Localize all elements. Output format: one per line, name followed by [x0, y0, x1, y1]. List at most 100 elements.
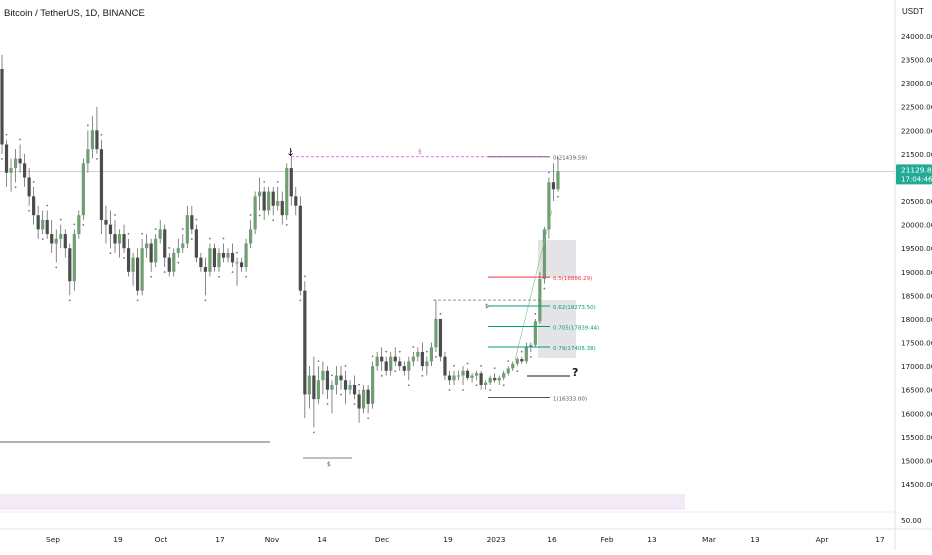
- candle-body: [145, 243, 149, 249]
- candle: [23, 153, 27, 187]
- candle: [230, 243, 235, 273]
- candle-body: [90, 130, 94, 150]
- candle-body: [13, 158, 18, 169]
- candle: [18, 138, 22, 173]
- fractal-dot: [557, 195, 559, 198]
- price-tick-label: 15500.00: [901, 433, 932, 442]
- fractal-dot: [222, 237, 225, 240]
- question-marker: ?: [572, 366, 578, 379]
- fractal-dot: [520, 350, 523, 353]
- time-tick-label: Dec: [375, 535, 389, 544]
- candle: [185, 205, 189, 249]
- fractal-dot: [466, 362, 469, 365]
- fractal-dot: [453, 364, 455, 367]
- fractal-dot: [475, 384, 478, 387]
- candle-body: [294, 196, 298, 206]
- candle-body: [348, 384, 352, 390]
- fractal-dot: [380, 374, 383, 377]
- candle-body: [289, 168, 293, 197]
- candle-body: [226, 252, 230, 258]
- candle: [330, 374, 334, 414]
- candle-body: [258, 191, 262, 197]
- candle: [27, 168, 31, 212]
- fib-level-label: 1(16333.00): [553, 397, 587, 403]
- fib-level-label: 0.79(17405.38): [553, 346, 596, 352]
- fractal-dot: [439, 313, 442, 315]
- candle-body: [484, 382, 488, 385]
- candle-body: [303, 290, 307, 395]
- candle: [312, 356, 316, 434]
- time-tick-label: 13: [647, 535, 657, 544]
- fib-level-label: 0.5(18886.29): [553, 276, 592, 282]
- candle: [176, 238, 180, 264]
- candle-body: [443, 356, 447, 376]
- candle-body: [41, 219, 45, 230]
- candle: [203, 257, 207, 302]
- candle-body: [95, 130, 99, 150]
- candle: [95, 106, 99, 160]
- fractal-dot: [109, 252, 112, 255]
- candle: [434, 300, 438, 358]
- candle: [68, 243, 72, 302]
- price-tick-label: 15000.00: [901, 456, 932, 465]
- candle: [533, 313, 537, 348]
- arrow-down-marker: ↓: [286, 146, 295, 159]
- price-tick-label: 23000.00: [901, 79, 932, 88]
- candle-body: [194, 229, 198, 258]
- time-tick-label: 14: [317, 535, 327, 544]
- candle-body: [199, 257, 203, 268]
- candle-body: [533, 321, 537, 345]
- fractal-dot: [204, 299, 207, 302]
- candle-body: [285, 168, 289, 216]
- candle-body: [312, 375, 316, 400]
- candle: [520, 350, 524, 364]
- time-tick-label: Oct: [155, 535, 168, 544]
- fractal-dot: [96, 157, 98, 160]
- candle: [456, 370, 461, 381]
- fractal-dot: [507, 360, 510, 363]
- candle-body: [429, 347, 433, 362]
- candle-body: [362, 389, 366, 409]
- candle: [538, 271, 542, 324]
- candle-body: [163, 229, 167, 258]
- candle: [45, 204, 49, 239]
- candle: [465, 362, 470, 381]
- price-tick-label: 21500.00: [901, 150, 932, 159]
- fractal-dot: [448, 389, 451, 391]
- candle: [443, 351, 447, 381]
- fractal-dot: [86, 124, 89, 127]
- candle: [271, 186, 275, 222]
- candle: [59, 218, 63, 249]
- candle: [339, 366, 343, 396]
- candle: [497, 375, 501, 385]
- liquidity-marker-label: $: [485, 303, 489, 310]
- candle-body: [239, 262, 244, 268]
- candle-body: [502, 373, 506, 378]
- fractal-dot: [127, 232, 130, 235]
- time-tick-label: 2023: [487, 535, 506, 544]
- price-tick-label: 19000.00: [901, 268, 932, 277]
- candle-body: [253, 196, 257, 230]
- candle-body: [375, 356, 379, 367]
- candle-body: [230, 252, 235, 263]
- candle: [303, 275, 307, 418]
- candle-body: [77, 215, 81, 235]
- candle: [556, 156, 560, 198]
- candle-body: [108, 224, 113, 235]
- candle: [380, 347, 384, 377]
- candle-body: [217, 252, 221, 268]
- fractal-dot: [493, 367, 496, 370]
- candle: [258, 177, 262, 217]
- candle-body: [416, 351, 420, 357]
- fractal-dot: [218, 275, 220, 278]
- candle: [389, 351, 393, 376]
- fib-level-label: 0.62(18273.50): [553, 305, 596, 311]
- candle-body: [244, 243, 248, 268]
- candle-body: [276, 201, 280, 206]
- candle-body: [479, 373, 483, 385]
- candle: [321, 361, 325, 395]
- candle: [104, 205, 108, 244]
- candle: [50, 219, 54, 253]
